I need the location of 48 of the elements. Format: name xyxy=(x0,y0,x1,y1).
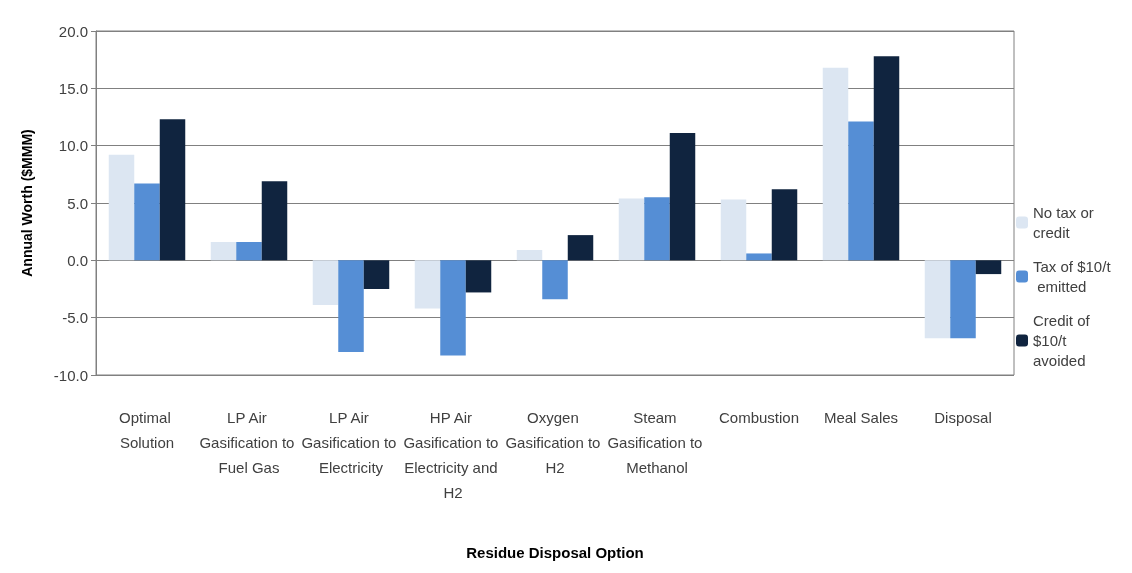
bar xyxy=(363,260,390,289)
bar xyxy=(924,260,951,339)
x-tick-label: HP Air Gasification to Electricity and H2 xyxy=(403,409,503,501)
bar xyxy=(465,260,492,293)
bar xyxy=(975,260,1002,275)
y-tick-label: 5.0 xyxy=(67,194,88,212)
x-tick-label: Disposal xyxy=(934,409,992,426)
bar xyxy=(746,253,772,261)
y-tick-label: 0.0 xyxy=(67,251,88,269)
bar xyxy=(873,56,900,261)
bar xyxy=(261,181,288,261)
bar xyxy=(338,260,364,353)
bar xyxy=(108,154,135,261)
y-tick-label: 15.0 xyxy=(58,79,88,97)
bar xyxy=(414,260,441,309)
bar xyxy=(950,260,976,339)
x-tick-label: LP Air Gasification to Electricity xyxy=(301,409,401,476)
x-tick-label: Optimal Solution xyxy=(119,409,175,451)
legend-label: No tax or credit xyxy=(1033,204,1099,241)
bar xyxy=(440,260,466,356)
x-tick-label: Steam Gasification to Methanol xyxy=(607,409,707,476)
bar xyxy=(848,121,874,261)
bar xyxy=(822,67,849,261)
bar xyxy=(312,260,339,306)
bar xyxy=(159,119,186,261)
y-axis-title: Annual Worth ($MMM) xyxy=(19,129,35,277)
bar xyxy=(669,133,696,261)
legend-label: Credit of $10/t avoided xyxy=(1033,312,1094,369)
bar xyxy=(644,197,670,261)
y-tick-label: -5.0 xyxy=(62,309,88,327)
bar xyxy=(236,241,262,261)
bar xyxy=(542,260,568,300)
x-tick-label: LP Air Gasification to Fuel Gas xyxy=(199,409,299,476)
bar xyxy=(618,198,645,261)
bar xyxy=(516,250,543,261)
y-tick-label: 20.0 xyxy=(58,22,88,40)
x-tick-label: Oxygen Gasification to H2 xyxy=(505,409,605,476)
y-tick-label: -10.0 xyxy=(53,366,88,384)
x-tick-label: Combustion xyxy=(718,409,800,426)
bar xyxy=(210,241,237,261)
bar xyxy=(771,189,798,261)
x-axis-title: Residue Disposal Option xyxy=(466,544,644,561)
y-tick-label: 10.0 xyxy=(58,137,88,155)
legend-label: Tax of $10/t emitted xyxy=(1033,258,1112,295)
x-tick-label: Meal Sales xyxy=(823,409,899,426)
bar xyxy=(720,199,747,261)
bar xyxy=(134,183,160,261)
bar xyxy=(567,235,594,261)
